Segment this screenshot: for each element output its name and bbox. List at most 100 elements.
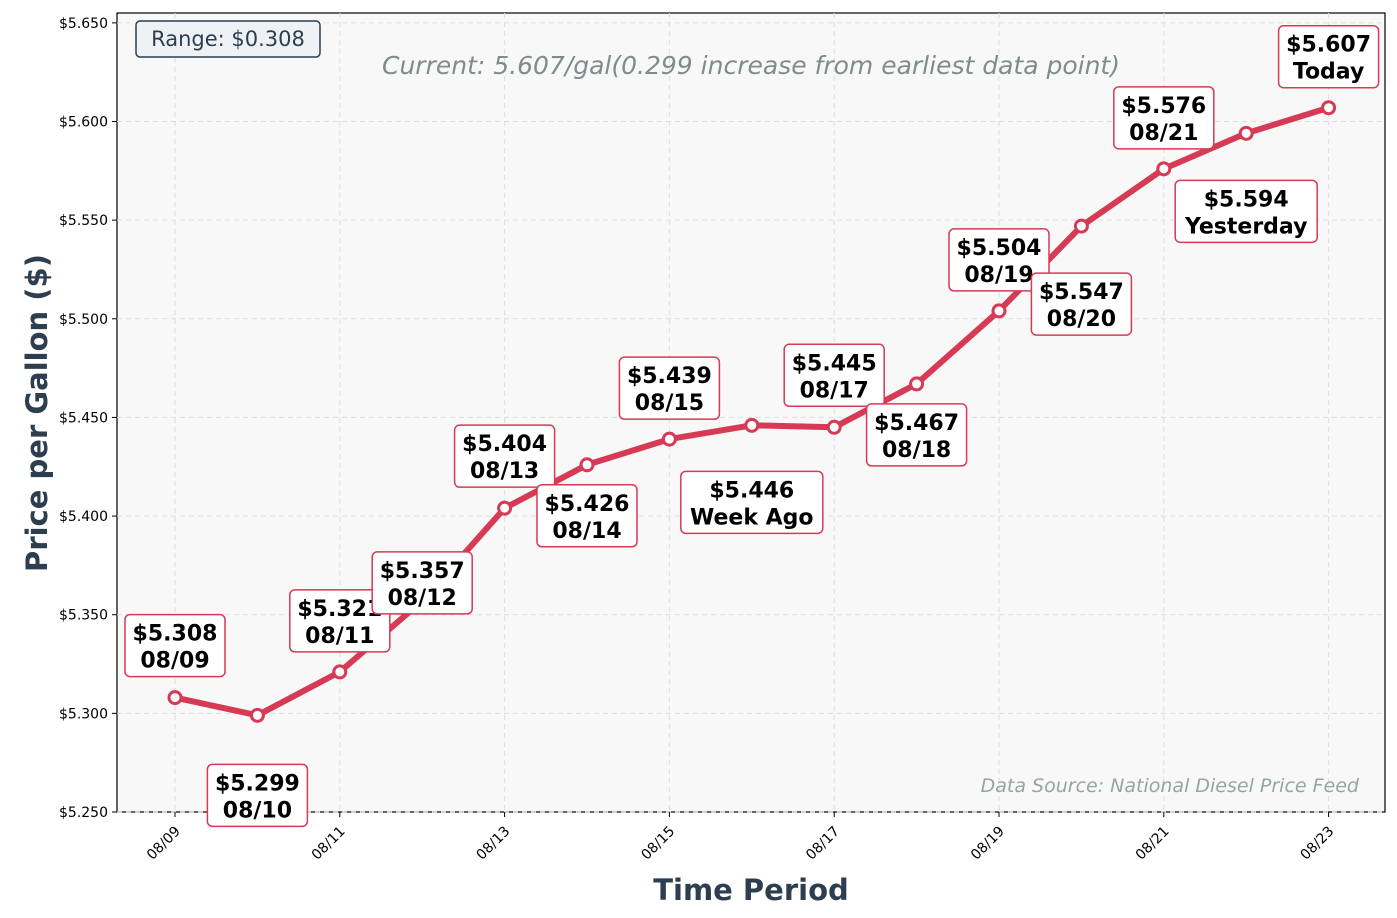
grid (117, 13, 1385, 813)
point-label-price: $5.308 (133, 622, 218, 647)
point-label-box (206, 763, 309, 828)
point-label-box (371, 551, 473, 615)
point-label-box (1277, 24, 1380, 89)
point-label-box (865, 403, 968, 467)
x-tick-label: 08/11 (309, 824, 349, 864)
point-label-box (1113, 86, 1215, 150)
point-label-tag: 08/20 (1047, 307, 1116, 332)
data-point (1238, 125, 1254, 141)
y-tick-label: $5.400 (59, 509, 108, 525)
data-point (826, 419, 842, 435)
point-label-price: $5.439 (627, 364, 712, 389)
point-label-box (783, 343, 885, 408)
point-label-box (618, 356, 721, 420)
x-axis: 08/09 08/11 08/13 08/15 08/17 08/19 08/21 08/23 (144, 812, 1337, 863)
point-label-box (124, 613, 226, 678)
y-tick-label: $5.550 (59, 213, 108, 229)
point-label-tag: 08/18 (882, 438, 951, 463)
data-point (1073, 218, 1089, 234)
point-label-price: $5.321 (297, 597, 382, 622)
point-label-box (289, 589, 391, 653)
point-label-tag: 08/11 (305, 624, 374, 649)
source-annotation: Data Source: National Diesel Price Feed (981, 775, 1360, 797)
point-label-tag: 08/19 (964, 263, 1033, 288)
point-label-tag: 08/14 (552, 519, 621, 544)
point-label-box (948, 228, 1050, 292)
data-point (1321, 100, 1337, 116)
point-label-price: $5.607 (1286, 33, 1371, 58)
y-tick-label: $5.500 (59, 312, 108, 328)
data-point (661, 431, 677, 447)
data-point (744, 417, 760, 433)
point-label-price: $5.445 (792, 351, 877, 376)
y-axis-title: Price per Gallon ($) (20, 254, 54, 572)
point-label-price: $5.446 (709, 478, 794, 503)
current-annotation: Current: 5.607/gal(0.299 increase from e… (382, 51, 1120, 80)
x-tick-label: 08/17 (803, 824, 843, 864)
y-axis: $5.250 $5.300 $5.350 $5.400 $5.450 $5.500 $5.5… (59, 16, 117, 821)
y-tick-label: $5.450 (59, 410, 108, 426)
point-labels: $5.30808/09$5.29908/10$5.32108/11$5.3570… (124, 24, 1380, 828)
point-label-tag: 08/13 (470, 459, 539, 484)
range-annotation: Range: $0.308 (135, 20, 321, 58)
range-text: Range: $0.308 (151, 27, 305, 51)
point-label-box (1174, 179, 1318, 244)
point-label-price: $5.547 (1039, 280, 1124, 305)
point-label-tag: Week Ago (690, 505, 814, 530)
point-label-tag: 08/15 (635, 391, 704, 416)
point-label-tag: Today (1293, 60, 1364, 85)
point-label-tag: 08/17 (800, 378, 869, 403)
point-label-box (453, 424, 556, 488)
point-label-price: $5.576 (1121, 94, 1206, 119)
data-point (332, 664, 348, 680)
data-point (1156, 161, 1172, 177)
y-tick-label: $5.250 (59, 805, 108, 821)
x-tick-label: 08/23 (1298, 824, 1338, 864)
point-label-price: $5.404 (462, 432, 547, 457)
point-label-tag: 08/12 (388, 586, 457, 611)
data-point (579, 457, 595, 473)
x-tick-label: 08/19 (968, 824, 1008, 864)
point-label-box (1030, 272, 1133, 336)
point-label-price: $5.594 (1204, 187, 1289, 212)
x-tick-label: 08/21 (1133, 824, 1173, 864)
y-tick-label: $5.300 (59, 706, 108, 722)
y-tick-label: $5.600 (59, 115, 108, 131)
point-label-price: $5.357 (380, 559, 465, 584)
point-label-tag: 08/21 (1129, 121, 1198, 146)
point-label-tag: Yesterday (1184, 214, 1307, 239)
x-axis-title: Time Period (653, 873, 849, 907)
data-point (991, 303, 1007, 319)
x-tick-label: 08/13 (474, 824, 514, 864)
y-tick-label: $5.350 (59, 608, 108, 624)
y-tick-label: $5.650 (59, 16, 108, 32)
point-label-price: $5.504 (957, 236, 1042, 261)
x-tick-label: 08/15 (638, 824, 678, 864)
point-label-tag: 08/10 (223, 798, 292, 823)
point-label-tag: 08/09 (140, 649, 209, 674)
data-point (249, 707, 265, 723)
range-box (135, 20, 321, 58)
point-label-price: $5.426 (545, 492, 630, 517)
point-label-price: $5.467 (874, 411, 959, 436)
x-tick-label: 08/09 (144, 824, 184, 864)
data-point (167, 690, 183, 706)
point-label-price: $5.299 (215, 771, 300, 796)
data-point (909, 376, 925, 392)
